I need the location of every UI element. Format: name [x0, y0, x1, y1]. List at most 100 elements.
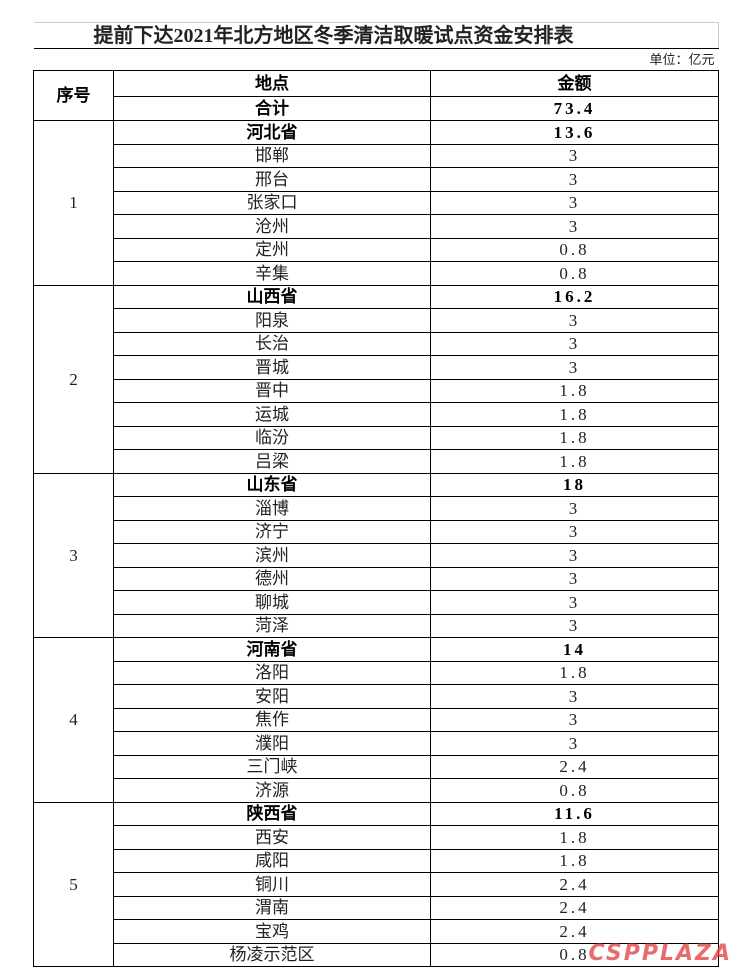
title-row: 提前下达2021年北方地区冬季清洁取暖试点资金安排表 — [33, 22, 720, 49]
header-row: 序号 地点 金额 — [33, 70, 720, 121]
city-row: 聊城 3 — [34, 590, 720, 615]
province-name: 陕西省 — [113, 801, 431, 826]
city-amount: 3 — [429, 684, 720, 709]
city-amount: 1.8 — [429, 378, 720, 403]
city-row: 濮阳 3 — [34, 731, 720, 756]
total-row: 合计 73.4 — [34, 96, 720, 121]
city-row: 晋中 1.8 — [34, 378, 720, 403]
city-amount: 3 — [429, 566, 720, 591]
city-amount: 3 — [429, 190, 720, 215]
total-label: 合计 — [113, 96, 431, 121]
city-amount: 3 — [429, 355, 720, 380]
city-row: 张家口 3 — [34, 190, 720, 215]
city-row: 阳泉 3 — [34, 308, 720, 333]
table-title: 提前下达2021年北方地区冬季清洁取暖试点资金安排表 — [33, 22, 720, 49]
city-name: 临汾 — [113, 425, 431, 450]
city-amount: 3 — [429, 143, 720, 168]
total-amount: 73.4 — [429, 96, 720, 121]
city-amount: 3 — [429, 308, 720, 333]
city-name: 济宁 — [113, 519, 431, 544]
city-amount: 3 — [429, 214, 720, 239]
city-amount: 3 — [429, 519, 720, 544]
city-name: 济源 — [113, 778, 431, 803]
city-amount: 1.8 — [429, 449, 720, 474]
city-amount: 1.8 — [429, 402, 720, 427]
city-amount: 2.4 — [429, 919, 720, 944]
city-amount: 1.8 — [429, 848, 720, 873]
city-name: 运城 — [113, 402, 431, 427]
city-row: 晋城 3 — [34, 355, 720, 380]
city-name: 宝鸡 — [113, 919, 431, 944]
province-row: 1 河北省 13.6 — [33, 120, 720, 286]
city-name: 沧州 — [113, 214, 431, 239]
city-row: 焦作 3 — [34, 707, 720, 732]
city-amount: 2.4 — [429, 895, 720, 920]
city-name: 咸阳 — [113, 848, 431, 873]
city-row: 三门峡 2.4 — [34, 754, 720, 779]
unit-label: 单位：亿元 — [33, 48, 719, 71]
city-row: 临汾 1.8 — [34, 425, 720, 450]
city-amount: 2.4 — [429, 754, 720, 779]
city-name: 安阳 — [113, 684, 431, 709]
city-amount: 3 — [429, 496, 720, 521]
city-row: 邢台 3 — [34, 167, 720, 192]
fund-table: 提前下达2021年北方地区冬季清洁取暖试点资金安排表 单位：亿元 序号 地点 金… — [33, 22, 720, 967]
city-name: 辛集 — [113, 261, 431, 286]
province-row: 2 山西省 16.2 — [33, 284, 720, 474]
city-row: 渭南 2.4 — [34, 895, 720, 920]
province-amount: 13.6 — [429, 120, 720, 145]
province-row: 3 山东省 18 — [33, 472, 720, 638]
city-name: 晋中 — [113, 378, 431, 403]
province-amount: 14 — [429, 637, 720, 662]
city-row: 宝鸡 2.4 — [34, 919, 720, 944]
city-row: 安阳 3 — [34, 684, 720, 709]
city-name: 邢台 — [113, 167, 431, 192]
city-row: 淄博 3 — [34, 496, 720, 521]
city-name: 定州 — [113, 237, 431, 262]
province-amount: 16.2 — [429, 284, 720, 309]
city-name: 濮阳 — [113, 731, 431, 756]
city-row: 德州 3 — [34, 566, 720, 591]
city-amount: 3 — [429, 331, 720, 356]
city-row: 杨凌示范区 0.8 — [34, 942, 720, 967]
group-index: 4 — [33, 637, 114, 803]
group-index: 5 — [33, 801, 114, 967]
city-row: 菏泽 3 — [34, 613, 720, 638]
city-name: 杨凌示范区 — [113, 942, 431, 967]
city-row: 洛阳 1.8 — [34, 660, 720, 685]
city-name: 阳泉 — [113, 308, 431, 333]
city-amount: 3 — [429, 590, 720, 615]
city-row: 邯郸 3 — [34, 143, 720, 168]
city-name: 焦作 — [113, 707, 431, 732]
city-amount: 3 — [429, 543, 720, 568]
table-body: 提前下达2021年北方地区冬季清洁取暖试点资金安排表 单位：亿元 序号 地点 金… — [33, 22, 720, 967]
city-amount: 1.8 — [429, 425, 720, 450]
city-row: 铜川 2.4 — [34, 872, 720, 897]
header-amount: 金额 — [429, 70, 720, 97]
province-amount: 18 — [429, 472, 720, 497]
city-amount: 0.8 — [429, 942, 720, 967]
city-name: 洛阳 — [113, 660, 431, 685]
province-row: 5 陕西省 11.6 — [33, 801, 720, 967]
city-amount: 0.8 — [429, 778, 720, 803]
city-name: 三门峡 — [113, 754, 431, 779]
city-row: 西安 1.8 — [34, 825, 720, 850]
province-amount: 11.6 — [429, 801, 720, 826]
city-row: 滨州 3 — [34, 543, 720, 568]
city-amount: 1.8 — [429, 825, 720, 850]
province-name: 河北省 — [113, 120, 431, 145]
city-name: 淄博 — [113, 496, 431, 521]
city-name: 吕梁 — [113, 449, 431, 474]
group-index: 2 — [33, 284, 114, 474]
header-index: 序号 — [33, 70, 114, 121]
city-name: 晋城 — [113, 355, 431, 380]
city-name: 长治 — [113, 331, 431, 356]
city-amount: 3 — [429, 707, 720, 732]
city-row: 济源 0.8 — [34, 778, 720, 803]
city-row: 吕梁 1.8 — [34, 449, 720, 474]
province-name: 河南省 — [113, 637, 431, 662]
city-name: 张家口 — [113, 190, 431, 215]
group-index: 1 — [33, 120, 114, 286]
city-amount: 3 — [429, 167, 720, 192]
